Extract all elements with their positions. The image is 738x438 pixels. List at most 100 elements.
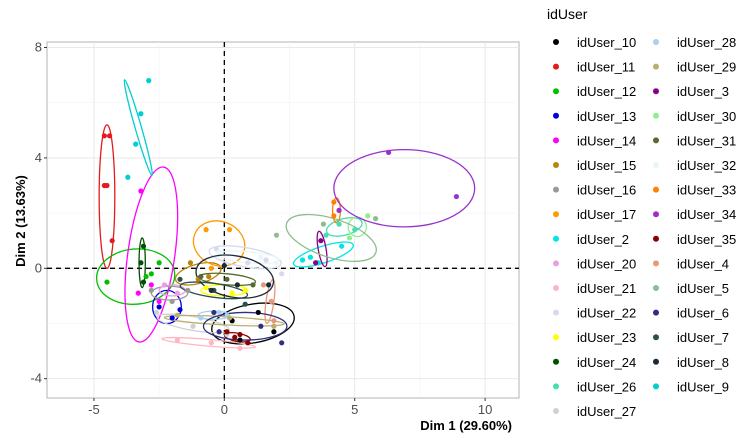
- point-idUser_34: [336, 207, 342, 213]
- x-tick-label: 5: [351, 402, 358, 417]
- point-idUser_9: [146, 78, 152, 84]
- legend-key-idUser_34: [653, 211, 659, 218]
- legend-label-idUser_29: idUser_29: [677, 60, 736, 75]
- legend-label-idUser_30: idUser_30: [677, 109, 736, 124]
- point-idUser_17: [226, 227, 233, 233]
- legend-key-idUser_35: [653, 235, 659, 242]
- legend-title: idUser: [547, 6, 588, 22]
- legend-label-idUser_35: idUser_35: [677, 232, 736, 247]
- point-idUser_29: [174, 312, 180, 318]
- point-idUser_12: [143, 273, 149, 280]
- legend-key-idUser_3: [653, 88, 659, 95]
- point-idUser_22: [263, 257, 269, 263]
- point-idUser_9: [125, 174, 131, 180]
- point-idUser_4: [268, 298, 274, 305]
- ellipse-idUser_3: [316, 230, 328, 268]
- ellipse-idUser_22: [208, 245, 282, 270]
- point-idUser_30: [346, 235, 353, 241]
- legend-label-idUser_20: idUser_20: [577, 256, 636, 271]
- point-idUser_32: [258, 254, 264, 260]
- point-idUser_12: [148, 271, 154, 277]
- legend-key-idUser_29: [653, 63, 659, 70]
- point-idUser_34: [453, 193, 460, 200]
- x-tick-label: -5: [88, 402, 100, 417]
- legend-key-idUser_9: [653, 383, 659, 390]
- point-idUser_16: [169, 298, 175, 305]
- legend-label-idUser_22: idUser_22: [577, 306, 636, 321]
- legend-label-idUser_12: idUser_12: [577, 84, 636, 99]
- point-idUser_31: [198, 273, 204, 280]
- point-idUser_20: [174, 290, 180, 296]
- y-tick-label: 0: [35, 260, 42, 275]
- legend-label-idUser_15: idUser_15: [577, 158, 636, 173]
- point-idUser_6: [211, 309, 217, 316]
- legend-key-idUser_28: [653, 39, 659, 45]
- ellipse-idUser_21: [161, 336, 257, 349]
- legend-label-idUser_28: idUser_28: [677, 35, 736, 50]
- point-idUser_16: [185, 287, 191, 293]
- point-idUser_3: [318, 238, 324, 244]
- legend-key-idUser_21: [553, 285, 559, 291]
- legend-label-idUser_26: idUser_26: [577, 379, 636, 394]
- y-axis-title: Dim 2 (13.63%): [13, 175, 28, 267]
- point-idUser_3: [312, 260, 319, 266]
- point-idUser_16: [148, 287, 154, 293]
- ellipse-idUser_26: [325, 216, 363, 237]
- legend-key-idUser_11: [553, 63, 559, 70]
- point-idUser_33: [331, 199, 337, 205]
- legend-label-idUser_27: idUser_27: [577, 404, 636, 419]
- point-idUser_15: [206, 273, 212, 280]
- legend-label-idUser_5: idUser_5: [677, 281, 729, 296]
- point-idUser_17: [203, 227, 209, 233]
- point-idUser_12: [104, 279, 110, 285]
- legend-key-idUser_27: [553, 408, 559, 414]
- point-idUser_2: [299, 257, 306, 263]
- legend-key-idUser_22: [553, 309, 559, 316]
- point-idUser_34: [386, 149, 392, 155]
- legend-label-idUser_9: idUser_9: [677, 379, 729, 394]
- ellipse-idUser_14: [124, 166, 179, 343]
- point-idUser_30: [365, 213, 371, 219]
- point-idUser_35: [237, 331, 243, 338]
- ellipse-idUser_11: [98, 124, 116, 269]
- legend-key-idUser_24: [553, 358, 559, 365]
- x-tick-label: 0: [221, 402, 228, 417]
- point-idUser_15: [187, 260, 194, 266]
- point-idUser_20: [161, 282, 167, 288]
- point-idUser_22: [279, 271, 285, 277]
- point-idUser_5: [372, 216, 379, 222]
- legend-label-idUser_23: idUser_23: [577, 330, 636, 345]
- point-idUser_27: [153, 309, 160, 316]
- legend-label-idUser_21: idUser_21: [577, 281, 636, 296]
- point-idUser_21: [174, 337, 180, 343]
- point-idUser_11: [106, 133, 113, 139]
- point-idUser_8: [234, 282, 240, 288]
- legend-key-idUser_7: [653, 334, 659, 341]
- point-idUser_23: [242, 287, 248, 293]
- legend-label-idUser_14: idUser_14: [577, 133, 636, 148]
- point-idUser_35: [232, 334, 238, 340]
- point-idUser_10: [255, 309, 261, 316]
- legend-label-idUser_31: idUser_31: [677, 133, 736, 148]
- legend-key-idUser_16: [553, 186, 559, 193]
- legend-label-idUser_7: idUser_7: [677, 330, 729, 345]
- points-layer: [101, 78, 460, 351]
- legend-label-idUser_8: idUser_8: [677, 355, 729, 370]
- legend-label-idUser_11: idUser_11: [577, 60, 635, 75]
- legend-key-idUser_10: [553, 39, 559, 45]
- legend-key-idUser_6: [653, 309, 659, 316]
- legend-key-idUser_14: [553, 137, 559, 144]
- legend-key-idUser_4: [653, 260, 659, 267]
- legend-key-idUser_23: [553, 334, 559, 341]
- y-tick-label: 4: [35, 150, 42, 165]
- ellipse-idUser_9: [123, 79, 153, 176]
- point-idUser_33: [331, 213, 337, 219]
- x-tick-label: 10: [478, 402, 492, 417]
- legend-key-idUser_26: [553, 383, 559, 390]
- legend-label-idUser_33: idUser_33: [677, 183, 736, 198]
- point-idUser_11: [101, 133, 107, 139]
- point-idUser_32: [216, 249, 222, 255]
- ellipse-idUser_27: [156, 313, 230, 334]
- point-idUser_14: [156, 298, 162, 305]
- ellipse-idUser_10: [211, 302, 295, 345]
